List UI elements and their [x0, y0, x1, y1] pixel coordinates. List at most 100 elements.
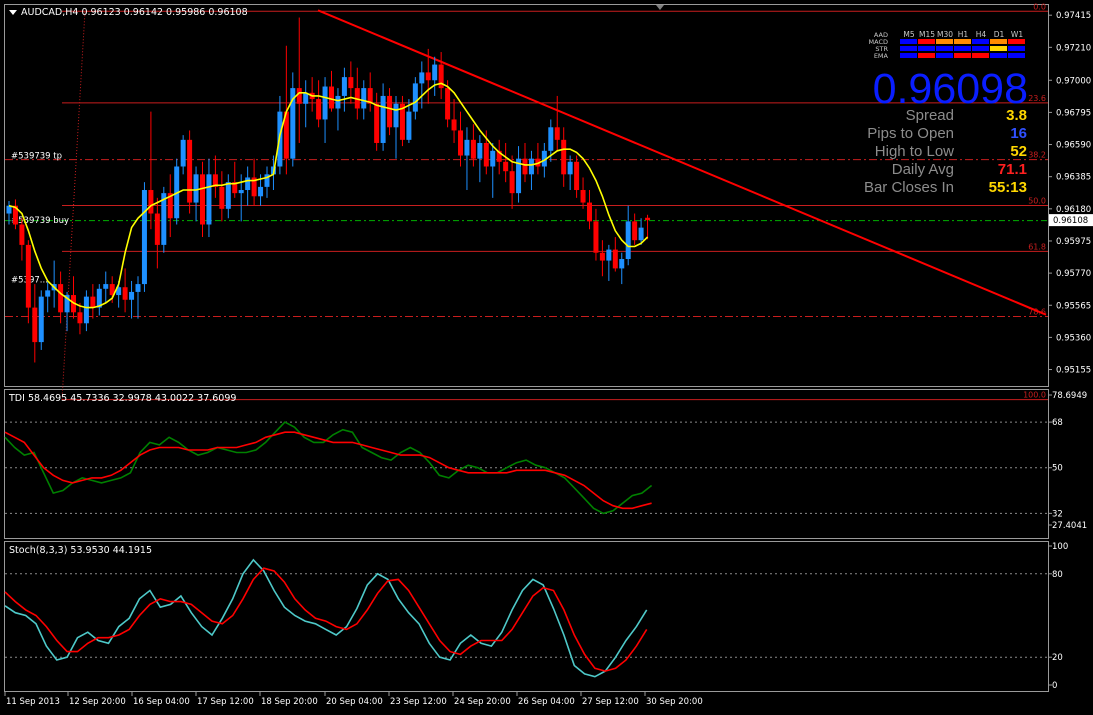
candle-body [200, 174, 205, 225]
trend-line [317, 9, 1047, 316]
candle-body [483, 142, 489, 167]
candle-body [141, 190, 147, 285]
candle-body [187, 139, 193, 203]
candle-body [77, 312, 83, 324]
candle-body [438, 64, 444, 89]
symbol-menu-icon[interactable] [9, 10, 17, 15]
fib-level-label: 78.6 [1028, 308, 1046, 317]
candle-body [593, 221, 599, 253]
candle-body [567, 161, 573, 175]
candle-body [83, 296, 89, 324]
candle-body [225, 182, 231, 209]
candle-body [419, 72, 425, 84]
info-value: 16 [1010, 125, 1027, 142]
candle-body [348, 77, 354, 89]
fib-anchor-line [61, 11, 86, 400]
trend-cell [900, 53, 917, 58]
candle-body [509, 171, 515, 194]
candle-body [109, 284, 115, 296]
trend-column-header: D1 [994, 30, 1005, 39]
trend-row-label: STR [875, 45, 888, 53]
trend-column-header: M15 [919, 30, 935, 39]
candle-body [445, 88, 451, 120]
candle-body [96, 288, 102, 308]
info-label: High to Low [875, 143, 954, 160]
candle-body [522, 158, 528, 175]
price-tick-label: 0.96590 [1056, 141, 1091, 151]
price-tick-label: 0.95155 [1056, 366, 1091, 376]
time-tick-label: 23 Sep 12:00 [390, 697, 447, 707]
trend-cell [918, 39, 935, 44]
order-label: #539739 tp [11, 152, 62, 162]
candle-body [296, 88, 302, 104]
candle-body [580, 190, 586, 203]
axis-tick-label: 0 [1052, 681, 1057, 691]
candle-body [393, 103, 399, 128]
stoch-panel: 100 80 20 0 [4, 542, 1068, 691]
info-value: 55:13 [989, 179, 1027, 196]
time-tick-label: 20 Sep 04:00 [326, 697, 383, 707]
trend-cell [936, 39, 953, 44]
info-label: Spread [906, 107, 954, 124]
candle-body [161, 193, 167, 245]
candle-body [645, 217, 651, 221]
info-label: Bar Closes In [864, 179, 954, 196]
fib-level-label: 23.6 [1028, 94, 1046, 103]
order-label: #539739 buy [11, 216, 69, 226]
candle-body [64, 295, 70, 313]
trend-column-header: M5 [903, 30, 914, 39]
price-tick-label: 0.95360 [1056, 333, 1091, 343]
trend-cell [990, 53, 1007, 58]
candle-body [399, 103, 405, 140]
candle-body [264, 174, 270, 187]
price-tick-label: 0.97210 [1056, 43, 1091, 53]
candle-body [180, 139, 186, 167]
candle-body [135, 284, 141, 292]
candle-body [432, 64, 438, 81]
candle-body [322, 86, 328, 120]
candle-body [12, 205, 18, 225]
info-value: 71.1 [998, 161, 1027, 178]
candle-body [251, 177, 257, 197]
candle-body [374, 103, 380, 143]
candle-body [464, 139, 470, 156]
trend-cell [936, 46, 953, 51]
candle-body [458, 130, 463, 156]
time-axis: 11 Sep 2013 12 Sep 20:00 16 Sep 04:00 17 Se… [4, 692, 703, 707]
candle-body [238, 190, 244, 194]
price-tick-label: 0.96180 [1056, 205, 1091, 215]
trend-cell [918, 46, 935, 51]
candle-body [335, 95, 341, 109]
info-value: 3.8 [1006, 107, 1027, 124]
candle-body [245, 177, 251, 191]
candle-body [148, 190, 154, 214]
candle-body [612, 249, 618, 269]
fib-level-label: 61.8 [1028, 242, 1046, 251]
fib-level-label: 100.0 [1023, 391, 1046, 400]
info-value: 52 [1010, 143, 1027, 160]
trend-row-label: EMA [874, 52, 889, 60]
trend-cell [1008, 46, 1025, 51]
time-tick-label: 24 Sep 20:00 [454, 697, 511, 707]
price-tick-label: 0.96795 [1056, 108, 1091, 118]
trend-column-header: H1 [958, 30, 969, 39]
candle-body [587, 202, 592, 222]
candle-body [283, 111, 289, 159]
candle-body [367, 88, 373, 104]
candle-body [6, 205, 12, 214]
chart-shift-marker[interactable] [656, 5, 664, 10]
candle-body [258, 186, 264, 197]
series-line [4, 558, 648, 678]
axis-tick-label: 20 [1052, 653, 1063, 663]
candle-body [154, 213, 160, 245]
fib-level-label: 38.2 [1028, 151, 1046, 160]
candle-body [19, 224, 25, 245]
time-tick-label: 27 Sep 12:00 [582, 697, 639, 707]
candle-body [193, 174, 199, 203]
info-rows: Spread 3.8 Pips to Open 16 High to Low 52 Dail… [864, 107, 1027, 196]
axis-tick-label: 32 [1052, 509, 1063, 519]
candle-body [638, 227, 644, 241]
candle-body [58, 284, 64, 313]
